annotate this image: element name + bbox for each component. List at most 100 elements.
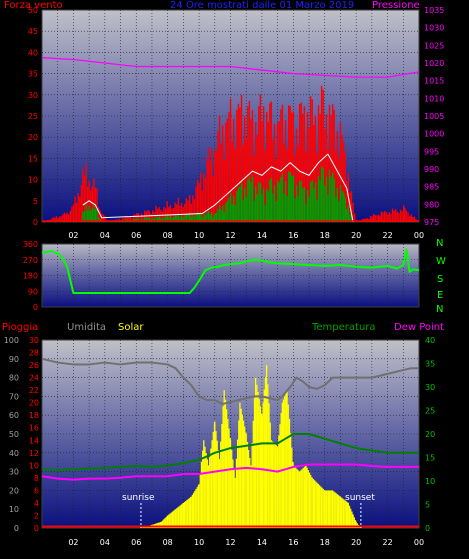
solar-axis-tick: 6 bbox=[34, 486, 39, 495]
rain-axis-label: Pioggia bbox=[2, 322, 39, 333]
compass-s: S bbox=[437, 274, 444, 285]
humidity-axis-tick: 100 bbox=[4, 336, 19, 345]
solar-axis-tick: 28 bbox=[29, 349, 39, 358]
temperature-axis-label: Temperatura bbox=[312, 322, 376, 333]
humidity-axis-tick: 40 bbox=[9, 449, 19, 458]
x-tick-label: 12 bbox=[225, 231, 235, 240]
chart-title: 24 Ore mostrati dalle 01 Marzo 2019 bbox=[170, 0, 355, 11]
x-tick-label: 14 bbox=[257, 231, 267, 240]
temperature-axis-tick: 20 bbox=[425, 430, 435, 439]
temperature-axis-tick: 5 bbox=[425, 501, 430, 510]
solar-axis-tick: 2 bbox=[34, 511, 39, 520]
x-tick-label: 20 bbox=[351, 538, 361, 547]
humidity-axis-tick: 80 bbox=[9, 374, 19, 383]
dew-point-axis-label: Dew Point bbox=[394, 322, 445, 333]
x-tick-label: 16 bbox=[288, 231, 298, 240]
pressure-axis-tick: 1000 bbox=[424, 130, 444, 139]
pressure-axis-tick: 1015 bbox=[424, 77, 444, 86]
x-tick-label: 02 bbox=[68, 231, 78, 240]
pressure-axis-tick: 985 bbox=[424, 183, 439, 192]
wind-axis-tick: 0 bbox=[33, 218, 38, 227]
temperature-axis-tick: 35 bbox=[425, 360, 435, 369]
pressure-axis-tick: 1035 bbox=[424, 6, 444, 15]
solar-axis-tick: 20 bbox=[29, 399, 39, 408]
humidity-axis-tick: 60 bbox=[9, 411, 19, 420]
temperature-axis-tick: 40 bbox=[425, 336, 435, 345]
solar-axis-tick: 12 bbox=[29, 449, 39, 458]
wind-axis-tick: 10 bbox=[28, 176, 38, 185]
humidity-axis-tick: 0 bbox=[14, 524, 19, 533]
wind-axis-tick: 50 bbox=[28, 6, 38, 15]
pressure-axis-tick: 995 bbox=[424, 147, 439, 156]
compass-n-bottom: N bbox=[436, 304, 444, 315]
solar-axis-tick: 24 bbox=[29, 374, 39, 383]
x-tick-label: 12 bbox=[225, 538, 235, 547]
pressure-axis-tick: 990 bbox=[424, 165, 439, 174]
compass-w: W bbox=[436, 256, 446, 267]
wind-axis-tick: 15 bbox=[28, 154, 38, 163]
x-tick-label: 00 bbox=[414, 538, 424, 547]
direction-axis-tick: 180 bbox=[23, 272, 38, 281]
solar-axis-tick: 26 bbox=[29, 361, 39, 370]
x-tick-label: 06 bbox=[131, 231, 141, 240]
x-tick-label: 10 bbox=[194, 538, 204, 547]
temperature-axis-tick: 25 bbox=[425, 407, 435, 416]
x-tick-label: 18 bbox=[320, 538, 330, 547]
pressure-axis-tick: 1005 bbox=[424, 112, 444, 121]
x-tick-label: 22 bbox=[382, 231, 392, 240]
pressure-axis-tick: 1030 bbox=[424, 24, 444, 33]
x-tick-label: 18 bbox=[320, 231, 330, 240]
humidity-axis-tick: 20 bbox=[9, 486, 19, 495]
sunrise-label: sunrise bbox=[122, 493, 155, 503]
x-tick-label: 08 bbox=[163, 538, 173, 547]
solar-axis-tick: 16 bbox=[29, 424, 39, 433]
dew-point-line bbox=[41, 463, 419, 481]
temperature-axis-tick: 15 bbox=[425, 454, 435, 463]
pressure-line bbox=[41, 57, 420, 78]
humidity-axis-tick: 10 bbox=[9, 505, 19, 514]
x-tick-label: 00 bbox=[414, 231, 424, 240]
x-tick-label: 04 bbox=[100, 231, 110, 240]
x-tick-label: 16 bbox=[288, 538, 298, 547]
solar-axis-tick: 0 bbox=[34, 524, 39, 533]
wind-axis-tick: 25 bbox=[28, 112, 38, 121]
wind-axis-tick: 35 bbox=[28, 70, 38, 79]
direction-axis-tick: 270 bbox=[23, 256, 38, 265]
solar-axis-tick: 14 bbox=[29, 436, 39, 445]
sunset-label: sunset bbox=[345, 493, 375, 503]
x-tick-label: 08 bbox=[163, 231, 173, 240]
pressure-axis-tick: 980 bbox=[424, 200, 439, 209]
solar-axis-tick: 18 bbox=[29, 411, 39, 420]
gust-line bbox=[82, 153, 354, 223]
pressure-axis-tick: 1010 bbox=[424, 94, 444, 103]
wind-axis-tick: 20 bbox=[28, 133, 38, 142]
temperature-axis-tick: 10 bbox=[425, 477, 435, 486]
x-tick-label: 06 bbox=[131, 538, 141, 547]
solar-axis-tick: 30 bbox=[29, 336, 39, 345]
pressure-axis-tick: 975 bbox=[424, 218, 439, 227]
compass-n-top: N bbox=[436, 238, 444, 249]
humidity-line bbox=[41, 357, 419, 405]
wind-axis-tick: 45 bbox=[28, 27, 38, 36]
solar-axis-tick: 8 bbox=[34, 474, 39, 483]
pressure-axis-tick: 1020 bbox=[424, 59, 444, 68]
wind-axis-tick: 40 bbox=[28, 48, 38, 57]
x-tick-label: 14 bbox=[257, 538, 267, 547]
direction-axis-tick: 360 bbox=[23, 240, 38, 249]
humidity-axis-tick: 50 bbox=[9, 430, 19, 439]
x-tick-label: 02 bbox=[68, 538, 78, 547]
temperature-axis-tick: 30 bbox=[425, 383, 435, 392]
wind-axis-tick: 30 bbox=[28, 91, 38, 100]
direction-axis-tick: 90 bbox=[28, 287, 38, 296]
x-tick-label: 22 bbox=[382, 538, 392, 547]
direction-axis-tick: 0 bbox=[33, 303, 38, 312]
solar-axis-tick: 22 bbox=[29, 386, 39, 395]
humidity-axis-tick: 70 bbox=[9, 392, 19, 401]
x-tick-label: 20 bbox=[351, 231, 361, 240]
temperature-line bbox=[41, 433, 419, 472]
solar-axis-tick: 10 bbox=[29, 461, 39, 470]
wind-axis-tick: 5 bbox=[33, 197, 38, 206]
humidity-axis-tick: 90 bbox=[9, 355, 19, 364]
